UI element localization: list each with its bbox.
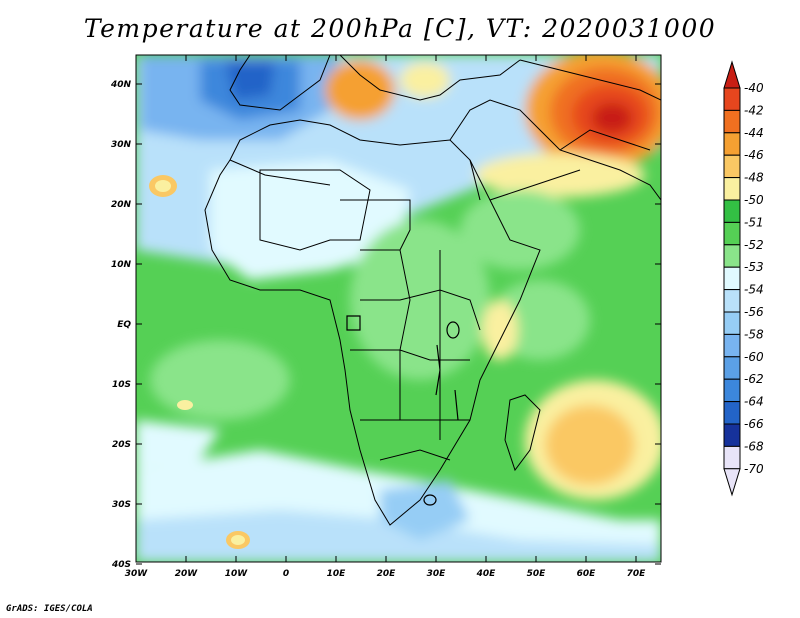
colorbar-swatch <box>723 266 741 291</box>
colorbar-swatch <box>723 289 741 313</box>
colorbar-swatch <box>723 356 741 380</box>
colorbar-swatch <box>723 401 741 425</box>
colorbar-swatch <box>723 132 741 156</box>
lat-tick-label: 40S <box>111 560 131 570</box>
colorbar-label: -70 <box>744 462 764 476</box>
lon-tick-label: 20E <box>377 569 397 579</box>
colorbar-label: -66 <box>744 417 764 431</box>
lat-tick-label: EQ <box>117 320 131 330</box>
lon-tick-label: 10W <box>225 569 249 579</box>
colorbar-swatch <box>723 244 741 268</box>
colorbar-arrow-bottom <box>723 468 741 497</box>
lon-tick-label: 30W <box>125 569 149 579</box>
lon-tick-label: 0 <box>283 569 289 579</box>
plot-frame <box>135 54 662 563</box>
colorbar-label: -44 <box>744 126 764 140</box>
lon-tick-label: 40E <box>476 569 497 579</box>
colorbar-swatch <box>723 445 741 470</box>
colorbar-swatch <box>723 87 741 111</box>
colorbar-label: -51 <box>744 215 764 229</box>
colorbar-label: -48 <box>744 171 764 185</box>
colorbar-label: -42 <box>744 103 764 117</box>
temperature-contour-field <box>136 55 661 562</box>
lat-tick-label: 30S <box>112 500 131 510</box>
colorbar-swatch <box>723 154 741 179</box>
grads-credit: GrADS: IGES/COLA <box>6 604 93 614</box>
chart-title: Temperature at 200hPa [C], VT: 202003100… <box>83 14 717 43</box>
colorbar-swatch <box>723 177 741 201</box>
lon-tick-label: 10E <box>327 569 347 579</box>
colorbar-label: -58 <box>744 327 764 341</box>
lon-tick-label: 70E <box>627 569 647 579</box>
latitude-axis: 40N 30N 20N 10N EQ 10S 20S 30S 40S <box>110 80 661 570</box>
colorbar-swatch <box>723 333 741 358</box>
lat-tick-label: 20N <box>111 200 132 210</box>
lat-tick-label: 20S <box>112 440 131 450</box>
colorbar-swatch <box>723 199 741 223</box>
colorbar-label: -40 <box>744 81 764 95</box>
colorbar-label: -53 <box>744 260 764 274</box>
colorbar-swatch <box>723 423 741 447</box>
colorbar-swatch <box>723 109 741 134</box>
colorbar-swatch <box>723 221 741 246</box>
lat-tick-label: 40N <box>110 80 132 90</box>
colorbar-swatch <box>723 311 741 335</box>
longitude-axis: 30W 20W 10W 0 10E 20E 30E 40E 50E 60E 70E <box>125 55 646 579</box>
lon-tick-label: 50E <box>527 569 547 579</box>
lon-tick-label: 60E <box>577 569 597 579</box>
lon-tick-label: 30E <box>427 569 447 579</box>
colorbar-arrow-top <box>723 60 741 89</box>
colorbar: -40 -42 -44 -46 -48 -50 -51 -52 -53 -54 -56 -58 -60 -… <box>723 60 764 497</box>
lon-tick-label: 20W <box>175 569 199 579</box>
colorbar-label: -46 <box>744 148 764 162</box>
colorbar-label: -60 <box>744 350 764 364</box>
colorbar-label: -56 <box>744 305 764 319</box>
lat-tick-label: 10N <box>111 260 132 270</box>
colorbar-label: -54 <box>744 283 764 297</box>
colorbar-label: -50 <box>744 193 764 207</box>
colorbar-label: -52 <box>744 238 764 252</box>
lat-tick-label: 10S <box>112 380 131 390</box>
colorbar-swatch <box>723 378 741 403</box>
colorbar-label: -64 <box>744 395 764 409</box>
colorbar-label: -68 <box>744 439 764 453</box>
lat-tick-label: 30N <box>111 140 132 150</box>
colorbar-label: -62 <box>744 372 764 386</box>
